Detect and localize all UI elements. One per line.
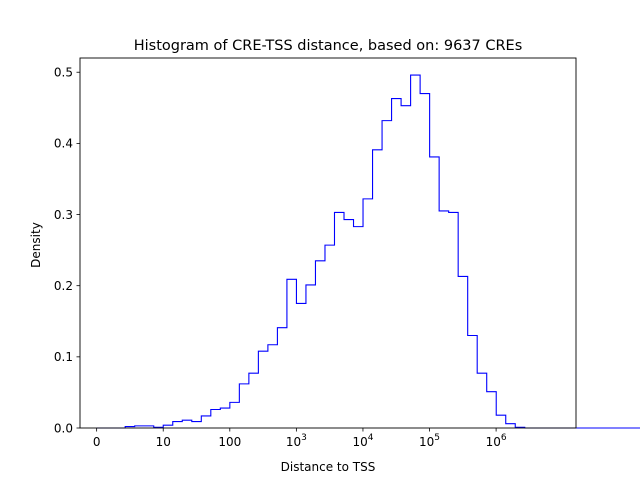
x-tick-base: 10: [286, 435, 301, 449]
x-tick-exponent: 4: [368, 433, 374, 443]
x-tick-label: 100: [218, 435, 241, 449]
chart-title: Histogram of CRE-TSS distance, based on:…: [134, 38, 523, 54]
x-tick-exponent: 6: [501, 433, 507, 443]
x-tick-base: 10: [352, 435, 367, 449]
x-axis-label: Distance to TSS: [281, 460, 376, 474]
y-tick-label: 0.3: [54, 208, 73, 222]
axis-ticks: 0.00.10.20.30.40.50 10 100 103 104 105 106: [54, 66, 507, 449]
x-tick-exponent: 3: [301, 433, 307, 443]
y-tick-label: 0.2: [54, 279, 73, 293]
x-tick-base: 10: [156, 435, 171, 449]
x-tick-label: 104: [352, 433, 373, 449]
y-axis-label: Density: [29, 222, 43, 268]
x-tick-base: 100: [218, 435, 241, 449]
x-tick-label: 10: [156, 435, 171, 449]
x-tick-label: 105: [419, 433, 440, 449]
x-tick-exponent: 5: [434, 433, 440, 443]
x-tick-label: 103: [286, 433, 307, 449]
y-tick-label: 0.1: [54, 350, 73, 364]
y-tick-label: 0.4: [54, 137, 73, 151]
x-tick-base: 10: [419, 435, 434, 449]
y-tick-label: 0.5: [54, 66, 73, 80]
x-tick-base: 0: [93, 435, 101, 449]
axes-frame: [79, 57, 577, 429]
x-tick-base: 10: [486, 435, 501, 449]
x-tick-label: 106: [486, 433, 507, 449]
x-tick-label: 0: [93, 435, 101, 449]
y-tick-label: 0.0: [54, 421, 73, 435]
